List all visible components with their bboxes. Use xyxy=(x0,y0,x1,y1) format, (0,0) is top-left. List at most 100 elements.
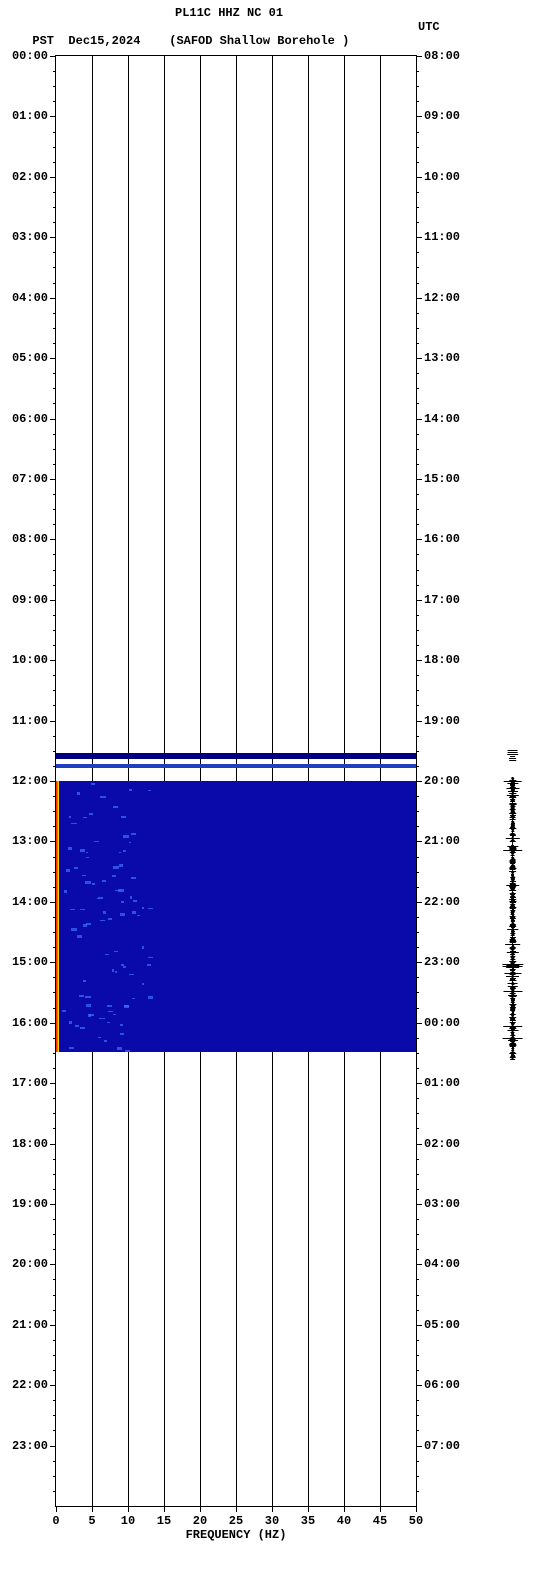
spectrogram-speckle xyxy=(124,1005,129,1008)
spectrogram-speckle xyxy=(119,852,122,853)
y-minor-tick xyxy=(416,1400,419,1401)
chart-title-line2: PST Dec15,2024 (SAFOD Shallow Borehole ) xyxy=(18,20,349,48)
y-minor-tick xyxy=(53,1400,56,1401)
y-tick xyxy=(416,1446,422,1447)
y-minor-tick xyxy=(53,449,56,450)
seismo-sample xyxy=(509,760,517,761)
spectrogram-speckle xyxy=(112,875,116,877)
y-minor-tick xyxy=(53,343,56,344)
y-minor-tick xyxy=(416,1310,419,1311)
spectrogram-speckle xyxy=(121,901,124,903)
seismo-sample xyxy=(507,752,518,753)
spectrogram-speckle xyxy=(108,918,113,920)
spectrogram-speckle xyxy=(83,817,88,818)
y-tick xyxy=(50,237,56,238)
y-minor-tick xyxy=(416,509,419,510)
y-minor-tick xyxy=(53,1113,56,1114)
x-tick-label: 30 xyxy=(265,1514,279,1528)
y-tick-label-right: 01:00 xyxy=(424,1076,460,1090)
spectrogram-speckle xyxy=(115,890,121,892)
y-minor-tick xyxy=(416,917,419,918)
tz-left-label: PST xyxy=(32,34,54,48)
y-tick-label-right: 11:00 xyxy=(424,230,460,244)
y-minor-tick xyxy=(53,1415,56,1416)
spectrogram-speckle xyxy=(120,913,125,916)
spectrogram-speckle xyxy=(80,909,86,911)
y-tick-label-right: 15:00 xyxy=(424,472,460,486)
y-minor-tick xyxy=(53,388,56,389)
y-tick xyxy=(416,600,422,601)
spectrogram-speckle xyxy=(80,1027,85,1029)
y-minor-tick xyxy=(416,1174,419,1175)
y-minor-tick xyxy=(53,524,56,525)
spectrogram-speckle xyxy=(62,1010,66,1013)
y-tick-label-right: 19:00 xyxy=(424,714,460,728)
x-tick xyxy=(344,1506,345,1512)
spectrogram-speckle xyxy=(85,881,91,884)
station-label: (SAFOD Shallow Borehole ) xyxy=(169,34,349,48)
y-minor-tick xyxy=(53,1189,56,1190)
y-minor-tick xyxy=(416,705,419,706)
y-minor-tick xyxy=(53,1128,56,1129)
y-minor-tick xyxy=(53,207,56,208)
y-minor-tick xyxy=(416,1038,419,1039)
y-tick-label-right: 13:00 xyxy=(424,351,460,365)
y-tick-label-left: 16:00 xyxy=(12,1016,48,1030)
spectrogram-speckle xyxy=(123,850,127,852)
spectrogram-speckle xyxy=(102,880,107,882)
spectrogram-speckle xyxy=(132,911,136,914)
y-minor-tick xyxy=(53,509,56,510)
y-minor-tick xyxy=(53,494,56,495)
spectrogram-speckle xyxy=(125,1050,130,1052)
x-tick xyxy=(380,1506,381,1512)
seismogram-trace xyxy=(495,55,530,1505)
spectrogram-speckle xyxy=(86,1004,91,1007)
y-minor-tick xyxy=(416,71,419,72)
y-tick xyxy=(50,1446,56,1447)
x-tick-label: 25 xyxy=(229,1514,243,1528)
spectrogram-speckle xyxy=(148,790,152,792)
y-minor-tick xyxy=(53,101,56,102)
spectrogram-speckle xyxy=(91,783,95,785)
y-minor-tick xyxy=(416,86,419,87)
y-minor-tick xyxy=(416,132,419,133)
y-minor-tick xyxy=(53,147,56,148)
y-minor-tick xyxy=(416,796,419,797)
y-minor-tick xyxy=(416,1234,419,1235)
y-tick-label-right: 05:00 xyxy=(424,1318,460,1332)
x-axis-title: FREQUENCY (HZ) xyxy=(186,1528,287,1542)
y-tick xyxy=(50,177,56,178)
y-minor-tick xyxy=(53,86,56,87)
spectrogram-speckle xyxy=(119,864,124,867)
y-tick-label-left: 04:00 xyxy=(12,291,48,305)
y-minor-tick xyxy=(53,283,56,284)
y-tick-label-right: 02:00 xyxy=(424,1137,460,1151)
x-tick-label: 20 xyxy=(193,1514,207,1528)
spectrogram-speckle xyxy=(71,823,77,825)
y-minor-tick xyxy=(53,1295,56,1296)
spectrogram-speckle xyxy=(113,1014,116,1015)
y-minor-tick xyxy=(53,705,56,706)
y-minor-tick xyxy=(416,1491,419,1492)
spectrogram-speckle xyxy=(94,841,99,842)
x-tick xyxy=(416,1506,417,1512)
spectrogram-speckle xyxy=(131,877,136,879)
y-minor-tick xyxy=(416,992,419,993)
spectrogram-speckle xyxy=(69,816,71,817)
y-minor-tick xyxy=(53,615,56,616)
x-tick xyxy=(56,1506,57,1512)
y-tick-label-left: 12:00 xyxy=(12,774,48,788)
spectrogram-speckle xyxy=(69,1021,72,1024)
y-minor-tick xyxy=(53,1461,56,1462)
y-tick xyxy=(416,479,422,480)
spectrogram-speckle xyxy=(66,869,71,872)
y-minor-tick xyxy=(416,1249,419,1250)
y-minor-tick xyxy=(416,645,419,646)
y-tick xyxy=(50,116,56,117)
spectrogram-speckle xyxy=(79,995,84,998)
spectrogram-speckle xyxy=(64,890,68,893)
y-tick-label-left: 23:00 xyxy=(12,1439,48,1453)
y-tick-label-left: 18:00 xyxy=(12,1137,48,1151)
spectrogram-speckle xyxy=(86,923,91,925)
y-minor-tick xyxy=(53,1053,56,1054)
